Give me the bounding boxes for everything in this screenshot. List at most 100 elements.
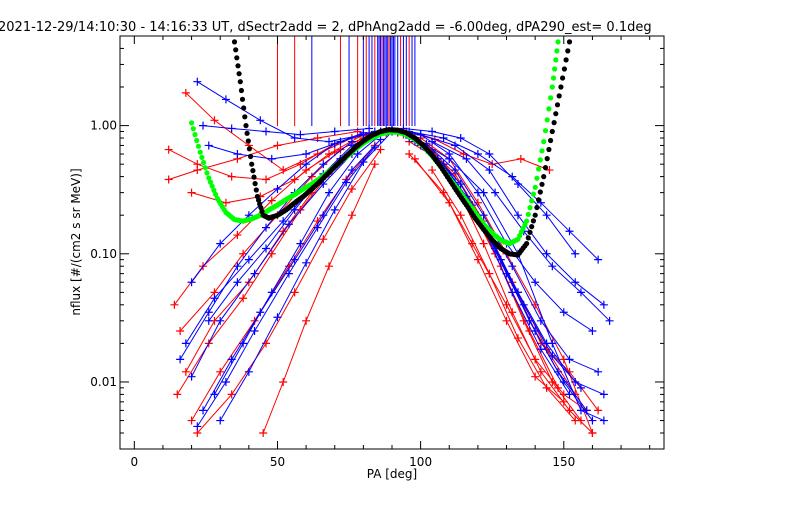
black-fit-dot <box>556 93 562 99</box>
blue-data-point <box>330 205 339 214</box>
black-fit-dot <box>546 146 552 153</box>
red-data-point <box>187 188 196 197</box>
red-data-point <box>302 316 311 325</box>
black-fit-dot <box>551 120 557 126</box>
blue-data-point <box>594 255 603 264</box>
blue-data-point <box>513 180 522 189</box>
green-fit-dot <box>199 154 205 160</box>
blue-data-point <box>576 288 585 297</box>
blue-data-point <box>290 205 299 214</box>
blue-data-point <box>233 278 242 287</box>
blue-data-point <box>508 172 517 181</box>
green-fit-dot <box>527 205 533 211</box>
green-fit-dot <box>553 57 559 63</box>
blue-data-point <box>508 288 517 297</box>
black-fit-dot <box>245 138 251 144</box>
red-data-point <box>347 211 356 220</box>
green-fit-dot <box>555 39 561 45</box>
black-fit-dot <box>236 71 242 77</box>
black-fit-dot <box>234 55 240 61</box>
blue-data-point <box>330 127 339 136</box>
red-data-point <box>164 175 173 184</box>
black-fit-dot <box>534 204 540 211</box>
blue-data-point <box>342 178 351 187</box>
black-fit-dot <box>237 79 243 85</box>
red-data-point <box>536 367 545 376</box>
blue-data-point <box>204 308 213 317</box>
black-fit-dot <box>248 153 254 160</box>
green-fit-dot <box>537 157 543 163</box>
red-data-point <box>227 390 236 399</box>
red-data-point <box>559 397 568 406</box>
black-fit-dot <box>231 39 238 45</box>
black-fit-dot <box>242 114 248 120</box>
blue-data-point <box>513 211 522 220</box>
blue-data-point <box>353 150 362 159</box>
red-data-point <box>279 166 288 175</box>
red-data-point <box>233 231 242 240</box>
blue-data-point <box>605 316 614 325</box>
green-fit-dot <box>550 75 557 81</box>
green-fit-dot <box>554 48 560 54</box>
blue-data-point <box>181 339 190 348</box>
green-fit-dot <box>197 149 203 155</box>
red-data-point <box>239 294 248 303</box>
blue-data-point <box>239 339 248 348</box>
blue-data-point <box>199 406 208 415</box>
blue-data-point <box>542 211 551 220</box>
red-data-point <box>502 316 511 325</box>
blue-data-point <box>290 134 299 143</box>
black-fit-dot <box>235 63 241 69</box>
x-axis-label: PA [deg] <box>367 467 417 481</box>
blue-data-point <box>599 300 608 309</box>
green-fit-dot <box>530 191 537 197</box>
green-fit-dot <box>206 175 212 181</box>
blue-data-point <box>588 416 597 425</box>
green-fit-dot <box>541 139 547 145</box>
blue-data-point <box>233 262 242 271</box>
black-fit-group <box>231 39 573 258</box>
blue-data-point <box>428 127 437 136</box>
black-fit-dot <box>561 66 568 72</box>
blue-trace-line <box>391 128 593 332</box>
black-fit-dot <box>251 174 257 180</box>
blue-data-point <box>456 134 465 143</box>
black-fit-dot <box>553 111 559 117</box>
green-fit-dot <box>529 198 535 204</box>
blue-data-point <box>439 134 448 143</box>
red-data-point <box>542 383 551 392</box>
blue-data-point <box>313 223 322 232</box>
blue-data-point <box>216 239 225 248</box>
blue-data-point <box>576 406 585 415</box>
chart-title: 2021-12-29/14:10:30 - 14:16:33 UT, dSect… <box>0 20 652 35</box>
blue-data-point <box>296 239 305 248</box>
black-fit-dot <box>542 165 549 171</box>
black-fit-dot <box>250 168 256 174</box>
blue-data-point <box>576 383 585 392</box>
green-fit-dot <box>539 148 545 154</box>
x-tick-label: 50 <box>270 455 285 469</box>
black-fit-dot <box>246 146 252 152</box>
red-data-point <box>325 262 334 271</box>
blue-data-point <box>565 355 574 364</box>
red-data-point <box>428 166 437 175</box>
red-data-point <box>513 334 522 343</box>
x-tick-label: 100 <box>409 455 432 469</box>
red-data-point <box>181 88 190 97</box>
green-fit-dot <box>207 179 214 185</box>
blue-data-point <box>416 130 425 139</box>
blue-data-point <box>479 188 488 197</box>
y-tick-label: 1.00 <box>90 119 117 133</box>
red-data-point <box>210 116 219 125</box>
blue-data-point <box>599 416 608 425</box>
blue-data-point <box>193 422 202 431</box>
black-fit-dot <box>241 105 247 111</box>
red-data-point <box>353 127 362 136</box>
blue-data-point <box>244 255 253 264</box>
plot-data-layer <box>164 36 614 437</box>
blue-data-point <box>302 160 311 169</box>
blue-data-point <box>250 269 259 278</box>
blue-data-point <box>296 130 305 139</box>
